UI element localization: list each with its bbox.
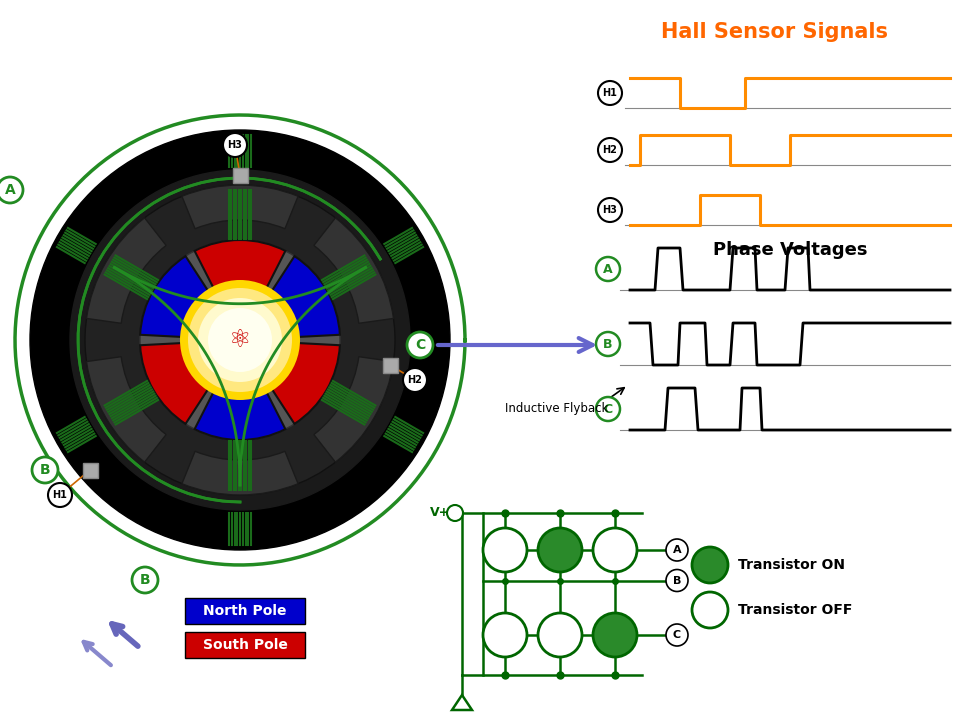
Wedge shape [182, 451, 298, 495]
Circle shape [188, 288, 292, 392]
Wedge shape [314, 356, 394, 462]
Polygon shape [452, 695, 472, 710]
Circle shape [30, 130, 450, 550]
Circle shape [180, 280, 300, 400]
Circle shape [666, 570, 688, 592]
Circle shape [223, 133, 247, 157]
Circle shape [140, 240, 340, 440]
Circle shape [666, 624, 688, 646]
Circle shape [32, 457, 58, 483]
Circle shape [692, 547, 728, 583]
Bar [185, 598, 305, 624]
Circle shape [483, 613, 527, 657]
Bar [83, 462, 98, 477]
Text: A: A [5, 183, 15, 197]
Text: A: A [673, 545, 682, 555]
Wedge shape [86, 356, 166, 462]
Wedge shape [182, 185, 298, 229]
Text: H2: H2 [603, 145, 617, 155]
Circle shape [596, 257, 620, 281]
Circle shape [538, 613, 582, 657]
Text: Inductive Flyback: Inductive Flyback [505, 402, 609, 415]
Bar [232, 168, 248, 182]
Text: Hall Sensor Signals: Hall Sensor Signals [661, 22, 889, 42]
Circle shape [666, 539, 688, 561]
Text: B: B [39, 463, 50, 477]
Circle shape [593, 613, 637, 657]
Circle shape [692, 592, 728, 628]
Text: B: B [603, 338, 612, 351]
Text: B: B [673, 575, 682, 585]
Circle shape [598, 81, 622, 105]
Wedge shape [240, 256, 340, 340]
Text: ⚛: ⚛ [228, 328, 252, 352]
Text: South Pole: South Pole [203, 638, 287, 652]
Circle shape [596, 397, 620, 421]
Text: H1: H1 [603, 88, 617, 98]
Text: H1: H1 [53, 490, 67, 500]
Circle shape [85, 185, 395, 495]
Wedge shape [86, 218, 166, 323]
Wedge shape [140, 340, 240, 424]
Circle shape [132, 567, 158, 593]
Bar [185, 632, 305, 658]
Circle shape [48, 483, 72, 507]
Circle shape [403, 368, 427, 392]
Circle shape [198, 298, 282, 382]
Circle shape [447, 505, 463, 521]
Text: C: C [604, 402, 612, 415]
Circle shape [538, 528, 582, 572]
Text: Transistor ON: Transistor ON [738, 558, 845, 572]
Wedge shape [140, 256, 240, 340]
Wedge shape [195, 240, 285, 340]
Circle shape [598, 138, 622, 162]
Text: B: B [140, 573, 151, 587]
Text: C: C [415, 338, 425, 352]
Text: H3: H3 [603, 205, 617, 215]
Circle shape [0, 177, 23, 203]
Text: C: C [673, 630, 681, 640]
Text: A: A [603, 263, 612, 276]
Circle shape [593, 528, 637, 572]
Wedge shape [195, 340, 285, 440]
Wedge shape [240, 340, 340, 424]
Text: H3: H3 [228, 140, 243, 150]
Text: H2: H2 [408, 375, 422, 385]
Circle shape [596, 332, 620, 356]
Text: V+: V+ [430, 506, 450, 520]
Bar [382, 358, 397, 372]
Circle shape [407, 332, 433, 358]
Circle shape [598, 198, 622, 222]
Text: Transistor OFF: Transistor OFF [738, 603, 852, 617]
Circle shape [483, 528, 527, 572]
Circle shape [70, 170, 410, 510]
Circle shape [208, 308, 272, 372]
Wedge shape [314, 218, 394, 323]
Text: North Pole: North Pole [204, 604, 287, 618]
Text: Phase Voltages: Phase Voltages [712, 241, 867, 259]
